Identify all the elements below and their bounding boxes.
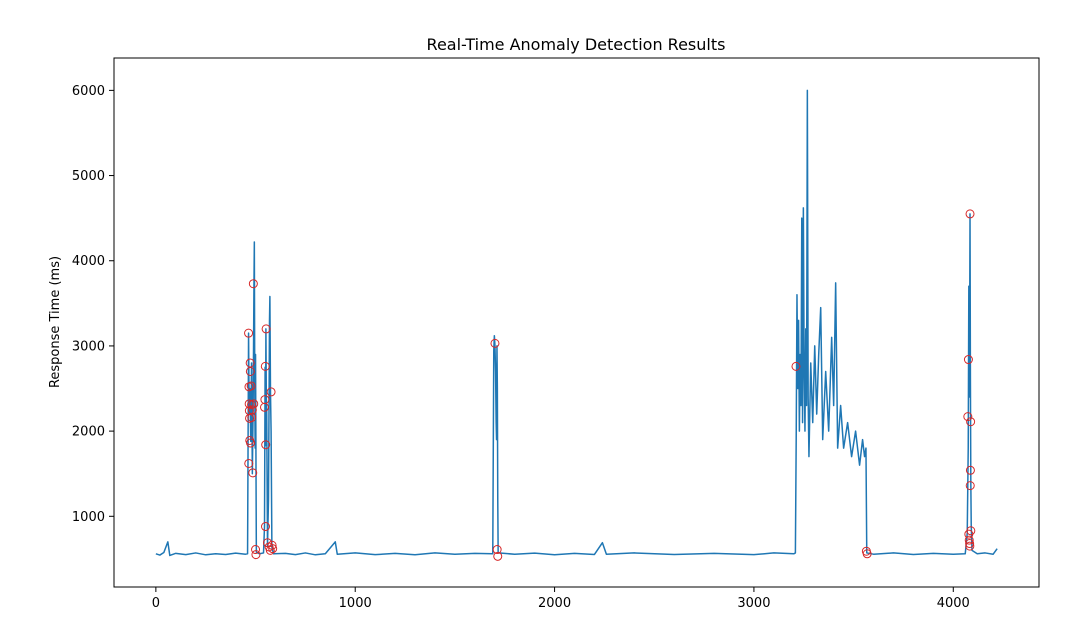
anomaly-point	[251, 550, 261, 560]
x-tick-label: 4000	[937, 596, 970, 611]
anomaly-point	[965, 539, 975, 549]
anomaly-point	[268, 544, 278, 554]
anomaly-point	[246, 381, 256, 391]
anomaly-point	[246, 438, 256, 448]
y-axis-label: Response Time (ms)	[48, 256, 63, 388]
anomaly-point	[963, 355, 973, 365]
anomaly-point	[267, 540, 277, 550]
y-tick-label: 3000	[72, 339, 105, 354]
anomaly-point	[244, 458, 254, 468]
anomaly-point	[965, 209, 975, 219]
plot-frame	[113, 57, 1040, 588]
series-layer	[155, 89, 998, 557]
anomaly-point	[261, 324, 271, 334]
anomaly-point	[249, 399, 259, 409]
response-time-series-line	[155, 89, 998, 557]
anomaly-point	[966, 526, 976, 536]
anomaly-point	[248, 468, 258, 478]
anomaly-point	[248, 279, 258, 289]
anomaly-point	[261, 522, 271, 532]
anomaly-point	[244, 328, 254, 338]
anomaly-point	[263, 538, 273, 548]
anomaly-point	[260, 395, 270, 405]
y-tick-label: 5000	[72, 169, 105, 184]
anomaly-point	[862, 549, 872, 559]
chart-title: Real-Time Anomaly Detection Results	[427, 35, 726, 54]
y-tick-label: 4000	[72, 254, 105, 269]
x-axis: 0 1000 2000 3000 4000	[152, 587, 970, 611]
y-tick-label: 6000	[72, 84, 105, 99]
anomaly-point	[245, 358, 255, 368]
y-axis: 1000 2000 3000 4000 5000 6000	[72, 84, 114, 525]
anomaly-point	[966, 417, 976, 427]
anomaly-point	[965, 465, 975, 475]
x-tick-label: 2000	[538, 596, 571, 611]
anomaly-point	[965, 481, 975, 491]
anomaly-point	[251, 545, 261, 555]
anomaly-point	[266, 387, 276, 397]
anomaly-point	[493, 551, 503, 561]
anomaly-point	[492, 545, 502, 555]
anomaly-point	[247, 405, 257, 415]
anomaly-point	[964, 535, 974, 545]
anomaly-point	[261, 440, 271, 450]
anomaly-point	[791, 361, 801, 371]
y-tick-label: 2000	[72, 425, 105, 440]
x-tick-label: 1000	[339, 596, 372, 611]
x-tick-label: 0	[152, 596, 160, 611]
anomaly-point	[265, 545, 275, 555]
anomaly-point	[490, 338, 500, 348]
anomaly-point	[963, 412, 973, 422]
y-tick-label: 1000	[72, 510, 105, 525]
anomaly-point	[260, 361, 270, 371]
anomaly-layer	[244, 209, 976, 561]
anomaly-point	[245, 366, 255, 376]
anomaly-point	[965, 541, 975, 551]
x-tick-label: 3000	[737, 596, 770, 611]
plot-area	[113, 57, 1040, 588]
